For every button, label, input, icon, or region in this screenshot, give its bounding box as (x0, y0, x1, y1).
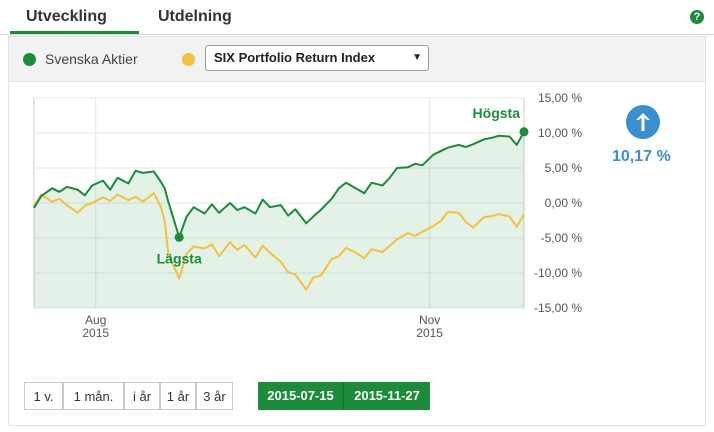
range-button-1man[interactable]: 1 mån. (63, 382, 124, 410)
chart-panel: Svenska Aktier SIX Portfolio Return Inde… (8, 36, 706, 426)
low-label: Lägsta (157, 250, 202, 266)
y-tick-label: -5,00 % (541, 231, 583, 245)
x-tick-label: Nov (419, 313, 440, 327)
x-tick-year: 2015 (82, 326, 109, 340)
legend-bar: Svenska Aktier SIX Portfolio Return Inde… (9, 37, 705, 82)
range-button-3ar[interactable]: 3 år (196, 382, 233, 410)
y-tick-label: 10,00 % (538, 126, 582, 140)
comparison-series-line (33, 192, 525, 291)
low-marker (174, 232, 184, 242)
question-icon[interactable]: ? (690, 10, 704, 24)
high-marker (519, 127, 529, 137)
arrow-up-icon (626, 105, 660, 139)
y-tick-label: 15,00 % (538, 91, 582, 105)
date-to-button[interactable]: 2015-11-27 (344, 382, 430, 410)
high-label: Högsta (473, 105, 521, 121)
range-button-1v[interactable]: 1 v. (24, 382, 63, 410)
comparison-index-value: SIX Portfolio Return Index (214, 50, 376, 65)
return-value: 10,17 % (612, 148, 671, 165)
y-tick-label: -15,00 % (534, 301, 582, 315)
performance-chart: 15,00 % 10,00 % 5,00 % 0,00 % -5,00 % -10,00 … (33, 91, 583, 340)
range-button-1ar[interactable]: 1 år (160, 382, 196, 410)
primary-series-line (33, 131, 525, 239)
comparison-series-dot (182, 53, 195, 66)
range-button-iar[interactable]: i år (124, 382, 160, 410)
y-tick-label: 5,00 % (545, 161, 583, 175)
tab-utveckling[interactable]: Utveckling (10, 0, 139, 34)
comparison-index-select[interactable]: SIX Portfolio Return Index ▼ (205, 45, 429, 71)
primary-series-dot (23, 53, 36, 66)
y-tick-label: -10,00 % (534, 266, 582, 280)
primary-series-label: Svenska Aktier (45, 51, 138, 67)
x-tick-label: Aug (85, 313, 106, 327)
date-from-button[interactable]: 2015-07-15 (258, 382, 344, 410)
tab-utdelning[interactable]: Utdelning (158, 8, 232, 25)
x-tick-year: 2015 (416, 326, 443, 340)
y-tick-label: 0,00 % (545, 196, 583, 210)
tab-utveckling-label: Utveckling (26, 8, 107, 25)
tab-bar: Utveckling Utdelning ? (0, 0, 714, 35)
dropdown-arrow-icon: ▼ (412, 52, 422, 63)
